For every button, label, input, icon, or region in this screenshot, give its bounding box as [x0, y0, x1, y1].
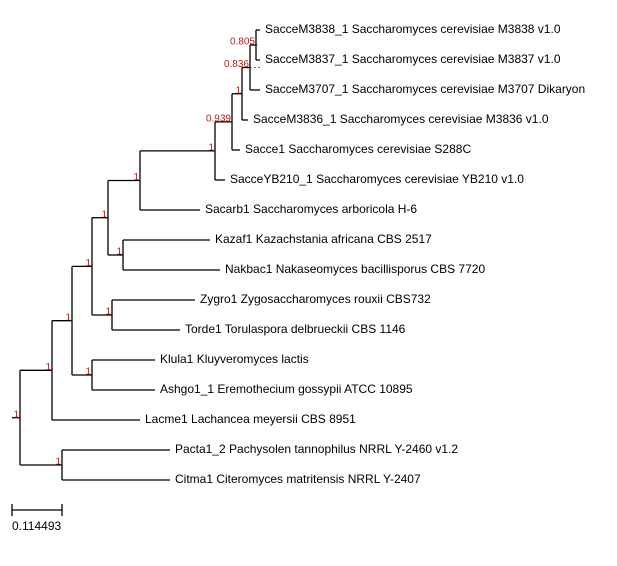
tip-label: SacceYB210_1 Saccharomyces cerevisiae YB…	[230, 172, 524, 186]
support-value: 1	[101, 209, 107, 220]
support-value: 1	[116, 247, 122, 258]
support-value: 0.836	[224, 59, 249, 70]
tip-label: SacceM3837_1 Saccharomyces cerevisiae M3…	[265, 52, 561, 66]
tip-label: Lacme1 Lachancea meyersii CBS 8951	[145, 412, 356, 426]
support-value: 1	[235, 85, 241, 96]
support-value: 1	[208, 143, 214, 154]
scale-label: 0.114493	[12, 519, 61, 533]
tip-label: Nakbac1 Nakaseomyces bacillisporus CBS 7…	[225, 262, 485, 276]
tip-label: SacceM3836_1 Saccharomyces cerevisiae M3…	[253, 112, 549, 126]
tip-label: Zygro1 Zygosaccharomyces rouxii CBS732	[200, 292, 431, 306]
tip-label: SacceM3707_1 Saccharomyces cerevisiae M3…	[265, 82, 585, 96]
tip-label: Sacce1 Saccharomyces cerevisiae S288C	[245, 142, 471, 156]
support-value: 1	[105, 307, 111, 318]
tip-label: Pacta1_2 Pachysolen tannophilus NRRL Y-2…	[175, 442, 458, 456]
tip-label: Citma1 Citeromyces matritensis NRRL Y-24…	[175, 472, 421, 486]
tip-label: Klula1 Kluyveromyces lactis	[160, 352, 309, 366]
support-value: 1	[65, 312, 71, 323]
support-value: 1	[85, 258, 91, 269]
support-value: 0.939	[206, 114, 231, 125]
support-value: 1	[133, 172, 139, 183]
support-value: 0.805	[230, 37, 255, 48]
tip-label: Torde1 Torulaspora delbrueckii CBS 1146	[185, 322, 406, 336]
tip-label: SacceM3838_1 Saccharomyces cerevisiae M3…	[265, 22, 561, 36]
tip-label: Sacarb1 Saccharomyces arboricola H-6	[205, 202, 417, 216]
support-value: 1	[55, 457, 61, 468]
support-value: 1	[13, 409, 19, 420]
phylogenetic-tree: 0.805 0.836 1 0.939 1 1 1 1 1 1 1 1 1 1 1 SacceM3838_1 …	[0, 0, 617, 566]
tip-label: Ashgo1_1 Eremothecium gossypii ATCC 1089…	[160, 382, 413, 396]
support-value: 1	[45, 362, 51, 373]
support-value: 1	[85, 367, 91, 378]
tip-label: Kazaf1 Kazachstania africana CBS 2517	[215, 232, 432, 246]
